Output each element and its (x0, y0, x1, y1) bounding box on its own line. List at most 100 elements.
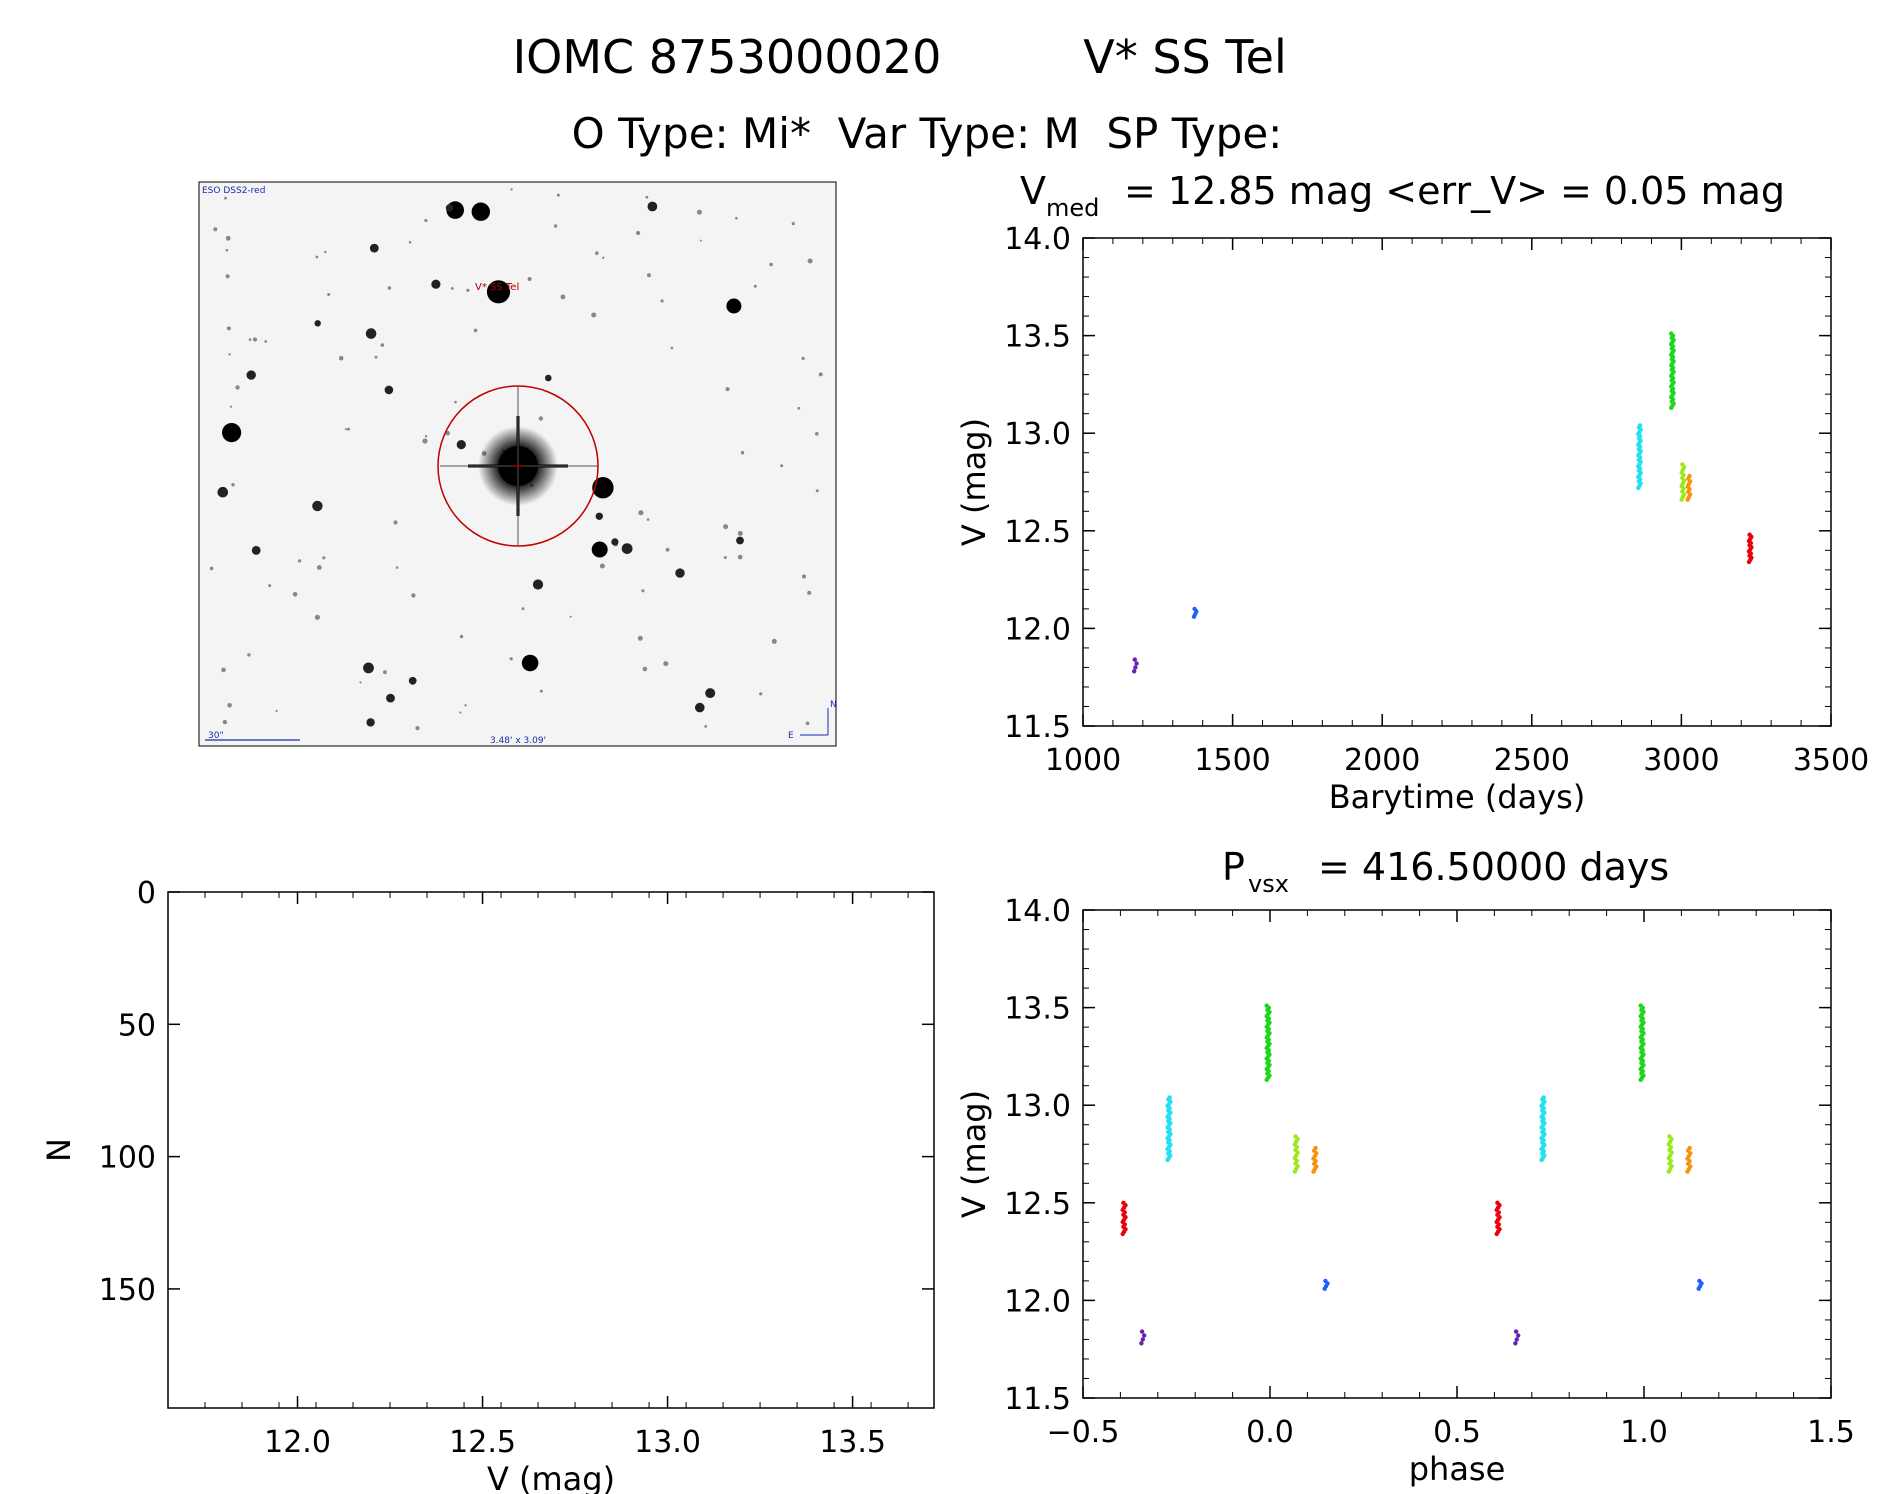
phased-y-tick-label: 13.5 (1004, 992, 1071, 1027)
field-star (222, 423, 242, 443)
field-star (736, 536, 744, 545)
field-star (264, 340, 268, 343)
field-star (224, 196, 227, 200)
field-star (665, 547, 670, 552)
light-curve-chart: V med = 12.85 mag <err_V> = 0.05 mag 100… (955, 169, 1869, 816)
finder-stars (209, 188, 823, 731)
field-star (456, 440, 466, 450)
histogram-y-tick-label: 150 (99, 1273, 156, 1308)
light-curve-y-axis-label: V (mag) (955, 418, 993, 546)
field-star (247, 653, 251, 657)
field-star (327, 293, 331, 296)
field-star (424, 218, 428, 223)
field-star (805, 721, 810, 726)
light-curve-y-tick-label: 11.5 (1004, 710, 1071, 745)
field-star (807, 590, 812, 595)
field-star (599, 563, 605, 569)
field-star (740, 451, 745, 455)
field-star (521, 607, 525, 611)
target-circle (437, 385, 599, 547)
field-star (209, 566, 214, 571)
compass-east-label: E (788, 731, 794, 741)
field-star (602, 256, 605, 259)
field-star (726, 298, 742, 314)
field-star (646, 518, 650, 521)
field-star (660, 299, 664, 303)
finder-chart: ESO DSS2-red V* SS Tel 30" 3.48' x 3.09'… (198, 181, 837, 747)
field-star (464, 704, 467, 707)
light-curve-x-tick-label: 2500 (1494, 743, 1570, 778)
light-curve-title-sub: med (1046, 194, 1099, 222)
field-star (705, 688, 716, 699)
field-star (670, 346, 674, 350)
field-star (556, 193, 560, 197)
field-star (532, 579, 544, 590)
field-star (637, 635, 643, 641)
histogram-x-tick-label: 12.5 (449, 1425, 516, 1460)
field-star (445, 430, 451, 436)
field-star (225, 274, 230, 279)
field-star (347, 427, 350, 431)
light-curve-point-lime (1680, 462, 1685, 467)
phased-y-tick-label: 14.0 (1004, 894, 1071, 929)
light-curve-point-purple (1132, 669, 1137, 674)
histogram-x-tick-label: 13.5 (819, 1425, 886, 1460)
compass-icon: N E (788, 700, 837, 741)
field-star (621, 543, 633, 554)
field-star (415, 726, 420, 731)
phased-x-tick-label: 0.5 (1433, 1415, 1481, 1450)
phased-y-tick-label: 12.0 (1004, 1284, 1071, 1319)
field-star (641, 589, 645, 593)
field-star (225, 235, 231, 241)
phased-point-purple (1516, 1333, 1521, 1338)
field-star (759, 692, 763, 696)
field-star (591, 312, 597, 318)
field-star (222, 719, 228, 725)
field-star (696, 209, 702, 215)
field-star (424, 435, 428, 438)
field-star (314, 614, 320, 620)
phased-x-tick-label: 1.0 (1620, 1415, 1668, 1450)
field-star (338, 355, 344, 361)
field-star (450, 287, 454, 290)
field-star (408, 241, 412, 244)
header-type-line: O Type: Mi* Var Type: M SP Type: (572, 109, 1283, 158)
field-star (486, 280, 511, 304)
field-star (298, 559, 302, 563)
phased-title: P vsx = 416.50000 days (1222, 845, 1669, 898)
phased-point-blue (1697, 1278, 1702, 1284)
field-star (383, 670, 387, 675)
phased-point-purple (1513, 1329, 1519, 1334)
phased-point-purple (1513, 1341, 1518, 1346)
field-star (818, 372, 823, 377)
field-star (314, 320, 321, 327)
field-star (638, 510, 644, 516)
field-star (642, 666, 648, 672)
phased-y-axis-label: V (mag) (955, 1090, 993, 1218)
field-star (231, 483, 235, 487)
field-star (791, 222, 795, 226)
light-curve-x-tick-label: 1000 (1045, 743, 1121, 778)
phased-point-lime (1293, 1134, 1298, 1139)
light-curve-title-main: V (1020, 169, 1046, 213)
field-star (217, 486, 229, 498)
field-star (395, 566, 399, 569)
field-star (545, 374, 552, 382)
field-star (359, 681, 362, 684)
field-star (737, 554, 743, 560)
field-star (466, 288, 470, 292)
finder-survey-label: ESO DSS2-red (202, 186, 265, 196)
field-star (445, 204, 454, 212)
histogram-x-tick-label: 12.0 (264, 1425, 331, 1460)
field-star (663, 661, 669, 667)
field-star (735, 216, 738, 220)
light-curve-x-axis-label: Barytime (days) (1329, 778, 1586, 816)
field-star (431, 279, 441, 289)
light-curve-point-cyan (1637, 423, 1643, 428)
light-curve-y-tick-label: 13.0 (1004, 417, 1071, 452)
light-curve-point-purple (1134, 661, 1139, 666)
field-star (723, 524, 729, 530)
field-star (780, 464, 784, 468)
field-star (569, 615, 572, 618)
field-star (275, 709, 278, 713)
